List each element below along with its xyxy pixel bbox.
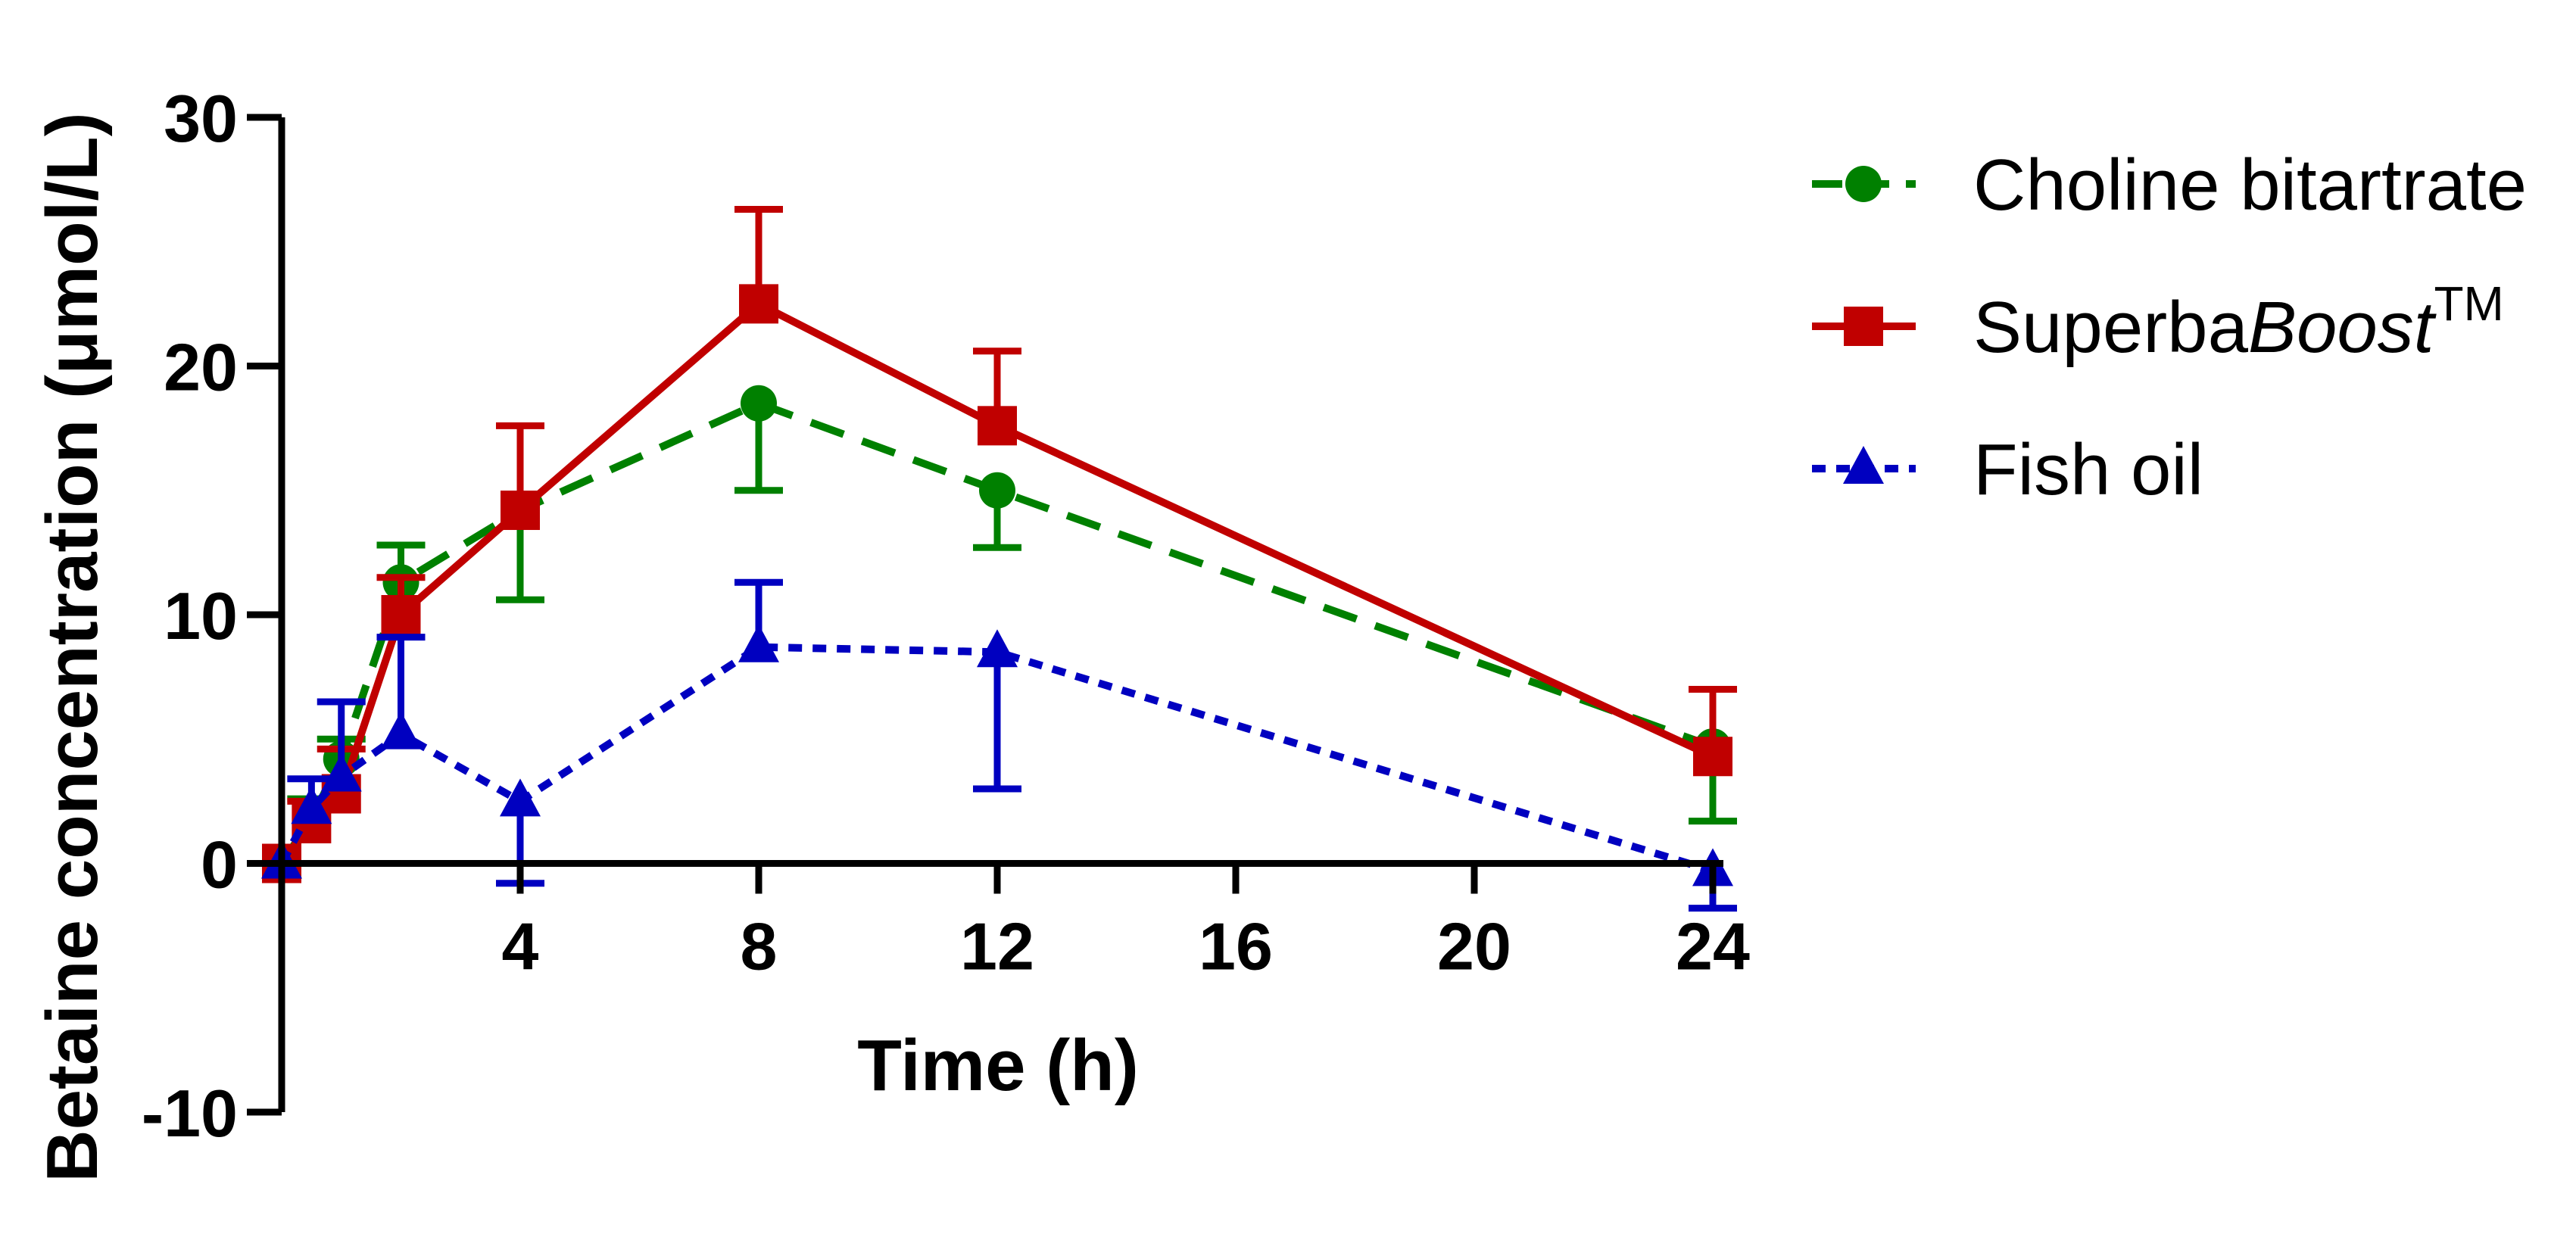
y-tick-label: -10 bbox=[142, 1076, 238, 1151]
x-tick-label: 24 bbox=[1676, 909, 1750, 984]
axes: -10 0 10 20 30 4 8 12 16 20 24 bbox=[142, 81, 1750, 1151]
x-axis-label: Time (h) bbox=[857, 1025, 1139, 1106]
data-point bbox=[1693, 737, 1732, 777]
data-point bbox=[979, 472, 1015, 509]
y-tick-label: 10 bbox=[164, 578, 238, 653]
legend-marker bbox=[1843, 446, 1884, 484]
y-tick-label: 0 bbox=[201, 827, 238, 902]
series-3 bbox=[261, 578, 1737, 912]
data-point bbox=[501, 491, 540, 531]
legend-label: SuperbaBoostTM bbox=[1973, 276, 2504, 368]
legend-marker bbox=[1845, 166, 1882, 202]
data-point bbox=[291, 786, 332, 824]
legend-item: SuperbaBoostTM bbox=[1812, 276, 2504, 368]
data-point bbox=[320, 753, 362, 792]
x-tick-label: 12 bbox=[960, 909, 1034, 984]
series-line bbox=[278, 643, 1714, 875]
data-point bbox=[977, 629, 1018, 668]
y-axis-label: Betaine concentration (μmol/L) bbox=[32, 112, 113, 1183]
data-point bbox=[978, 406, 1017, 446]
legend-item: Choline bitartrate bbox=[1812, 145, 2527, 226]
legend: Choline bitartrate SuperbaBoostTM Fish oil bbox=[1812, 145, 2527, 510]
series-layer bbox=[261, 206, 1737, 912]
data-point bbox=[741, 385, 777, 422]
y-tick-label: 20 bbox=[164, 330, 238, 405]
legend-label: Fish oil bbox=[1973, 429, 2203, 510]
legend-item: Fish oil bbox=[1812, 429, 2203, 510]
data-point bbox=[739, 284, 778, 324]
data-point bbox=[380, 711, 422, 749]
x-tick-label: 16 bbox=[1199, 909, 1273, 984]
data-point bbox=[500, 778, 541, 817]
x-tick-label: 4 bbox=[502, 909, 539, 984]
legend-marker bbox=[1844, 307, 1883, 346]
x-tick-label: 20 bbox=[1437, 909, 1511, 984]
data-point bbox=[738, 624, 779, 662]
data-point bbox=[381, 595, 421, 634]
legend-label: Choline bitartrate bbox=[1973, 145, 2527, 226]
series-1 bbox=[264, 385, 1737, 882]
x-tick-label: 8 bbox=[741, 909, 778, 984]
y-tick-label: 30 bbox=[164, 81, 238, 156]
